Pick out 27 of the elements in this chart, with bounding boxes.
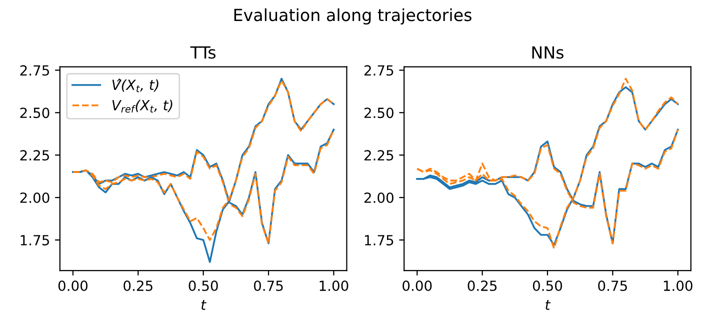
y-tick-label: 2.00 xyxy=(364,192,394,204)
x-tick-label: 0.25 xyxy=(124,280,152,292)
x-tick-label: 0.50 xyxy=(532,280,562,292)
legend-label: V$_{ref}$(X$_{t}$, t) xyxy=(112,100,172,113)
x-tick-label: 0.00 xyxy=(402,280,432,292)
text: Evaluation along trajectories xyxy=(234,8,472,24)
x-axis-title: t xyxy=(201,300,206,310)
x-tick-label: 0.75 xyxy=(254,280,283,292)
y-tick-label: 2.00 xyxy=(20,192,50,204)
y-tick-label: 1.75 xyxy=(364,235,394,246)
y-tick-label: 2.25 xyxy=(20,150,49,161)
y-tick-label: 2.75 xyxy=(20,65,49,76)
chart-title: NNs xyxy=(532,46,564,59)
x-tick-label: 0.75 xyxy=(598,280,627,292)
y-tick-label: 1.75 xyxy=(20,235,49,246)
x-tick-label: 0.00 xyxy=(58,280,88,292)
x-tick-label: 0.50 xyxy=(188,280,218,292)
x-tick-label: 1.00 xyxy=(320,280,348,292)
y-tick-label: 2.50 xyxy=(364,108,394,118)
x-tick-label: 0.25 xyxy=(468,280,497,292)
legend-label: V̂(X$_{t}$, t) xyxy=(112,78,158,92)
y-tick-label: 2.25 xyxy=(364,150,394,161)
y-tick-label: 2.50 xyxy=(20,108,50,118)
x-tick-label: 1.00 xyxy=(664,280,692,292)
y-tick-label: 2.75 xyxy=(364,65,394,76)
chart-title: TTs xyxy=(190,46,216,59)
x-axis-title: t xyxy=(546,300,551,310)
